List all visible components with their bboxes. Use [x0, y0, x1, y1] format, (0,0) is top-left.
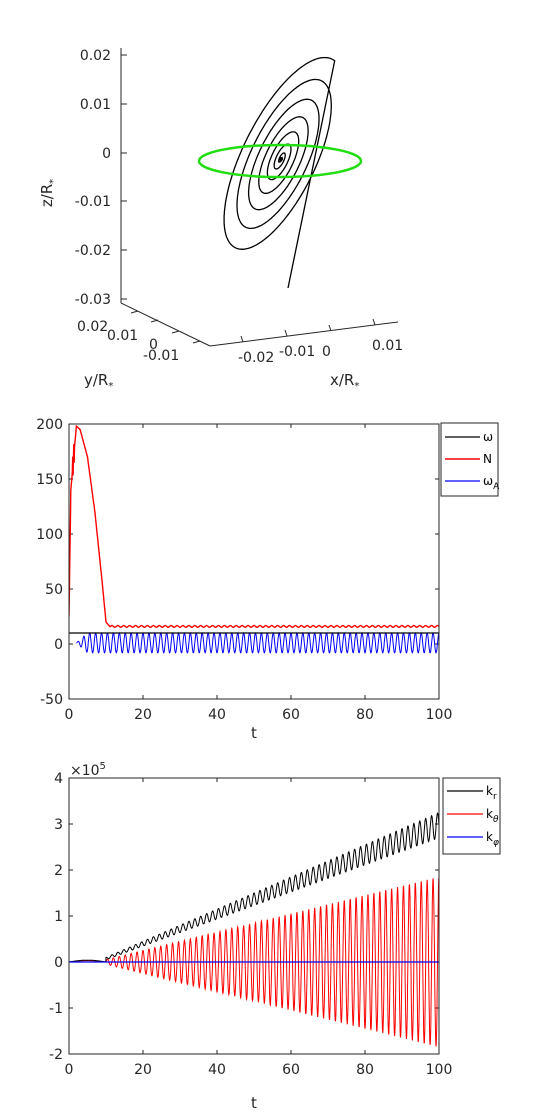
y-tick-label: 0	[54, 637, 63, 653]
y-tick-label: -50	[40, 692, 63, 708]
y-axis-label: y/R*	[84, 371, 113, 392]
x-axis-label: x/R*	[330, 371, 359, 392]
y-tick-label: 0.02	[77, 319, 108, 335]
z-tick-label: 0.02	[80, 48, 111, 64]
legend-label-omega: ω	[483, 430, 493, 444]
x-tick-label: -0.01	[279, 344, 315, 360]
x-tick-label: 100	[426, 707, 453, 723]
z-axis-label: z/R*	[38, 179, 59, 207]
x-tick-label: 40	[208, 707, 226, 723]
z-ticks: 0.02 0.01 0 -0.01 -0.02 -0.03	[75, 48, 127, 308]
x-tick-label: 0	[65, 707, 74, 723]
z-tick-label: -0.01	[75, 194, 111, 210]
x-tick-label: 80	[356, 1062, 374, 1078]
x-axis-line	[209, 321, 399, 347]
panel3-exponent-label: ×105	[70, 761, 106, 779]
y-tick-label: 150	[36, 472, 63, 488]
legend-label-omega-a: ωA	[483, 474, 500, 492]
x-ticks: -0.02 -0.01 0 0.01	[238, 318, 403, 366]
x-tick-label: 60	[282, 707, 300, 723]
panel3-legend: kr kθ kφ	[442, 777, 501, 855]
x-tick-label: 0.01	[372, 338, 403, 354]
y-tick-label: 0.01	[107, 328, 138, 344]
y-tick-label: 50	[45, 582, 63, 598]
trajectory-center-dot	[279, 157, 283, 161]
x-tick-label: 100	[426, 1062, 453, 1078]
y-tick-label: 4	[54, 771, 63, 787]
x-tick-label: 40	[208, 1062, 226, 1078]
x-tick-label: -0.02	[238, 350, 274, 366]
panel3-x-label: t	[251, 1094, 257, 1112]
x-tick-label: 0	[322, 344, 331, 360]
series-k-r-line	[69, 812, 439, 963]
y-tick-label: -2	[49, 1047, 63, 1063]
y-tick-label: 0	[54, 955, 63, 971]
panel3-axes-box	[68, 777, 440, 1055]
series-n-line	[69, 424, 439, 629]
z-tick-label: 0	[102, 146, 111, 162]
y-tick-label: 3	[54, 817, 63, 833]
y-tick-label: 1	[54, 909, 63, 925]
panel2-x-label: t	[251, 724, 257, 742]
z-tick-label: 0.01	[80, 97, 111, 113]
panel-wavevector: 0 20 40 60 80 100 4 3 2 1 0 -1 -2 ×105 t kr kθ kφ	[49, 761, 501, 1112]
trajectory-line	[223, 56, 336, 289]
x-tick-label: 0	[65, 1062, 74, 1078]
x-tick-label: 20	[134, 707, 152, 723]
y-tick-label: 2	[54, 863, 63, 879]
series-omega-a-line	[76, 632, 439, 654]
y-tick-label: 0	[149, 337, 158, 353]
y-ticks: 0.02 0.01 0 -0.01	[77, 310, 201, 364]
z-tick-label: -0.02	[75, 243, 111, 259]
x-tick-label: 60	[282, 1062, 300, 1078]
legend-label-n: N	[483, 452, 492, 466]
panel2-axes-box	[68, 423, 440, 700]
legend-label-k-r: kr	[486, 784, 497, 802]
panel2-legend: ω N ωA	[440, 422, 500, 497]
legend-label-k-theta: kθ	[486, 807, 499, 825]
x-tick-label: 80	[356, 707, 374, 723]
panel-3d: 0.02 0.01 0 -0.01 -0.02 -0.03 0.02 0.01 …	[38, 48, 403, 392]
x-tick-label: 20	[134, 1062, 152, 1078]
y-tick-label: 200	[36, 417, 63, 433]
ring-ellipse	[197, 143, 363, 179]
z-tick-label: -0.03	[75, 292, 111, 308]
y-tick-label: -1	[49, 1001, 63, 1017]
y-tick-label: -0.01	[143, 348, 179, 364]
y-tick-label: 100	[36, 527, 63, 543]
y-axis-line	[120, 302, 211, 347]
panel3-ticks: 0 20 40 60 80 100 4 3 2 1 0 -1 -2	[49, 771, 452, 1078]
legend-label-k-phi: kφ	[486, 830, 499, 848]
